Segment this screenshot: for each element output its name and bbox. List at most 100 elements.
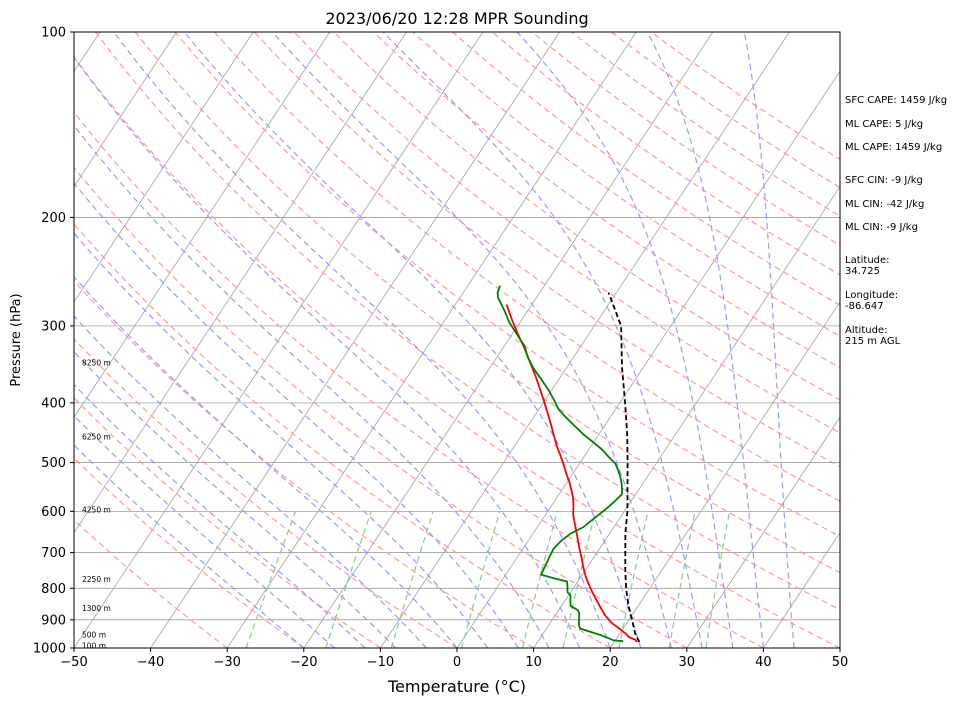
- y-tick-label: 100: [41, 26, 66, 41]
- temperature-profile-line: [505, 304, 638, 643]
- x-tick-label: −40: [137, 655, 164, 670]
- y-axis-label: Pressure (hPa): [9, 293, 24, 386]
- x-tick-label: 30: [679, 655, 696, 670]
- moist-adiabat-line: [183, 32, 642, 648]
- isotherm-line: [609, 301, 840, 648]
- dry-adiabat-line: [214, 32, 840, 502]
- sfc-cin-text: SFC CIN: -9 J/kg: [845, 175, 923, 186]
- isotherm-line: [74, 32, 254, 303]
- mixing-ratio-line: [390, 511, 434, 648]
- height-label: 1300 m: [82, 604, 111, 613]
- mixing-ratio-line: [618, 511, 649, 648]
- sfc-cape-text: SFC CAPE: 1459 J/kg: [845, 95, 948, 106]
- isotherm-line: [150, 32, 560, 648]
- height-label: 500 m: [82, 631, 106, 640]
- moist-adiabat-line: [74, 444, 305, 648]
- moist-adiabat-line: [646, 32, 764, 648]
- dry-adiabat-line: [253, 32, 840, 468]
- moist-adiabat-line: [113, 32, 611, 648]
- isotherm-line: [74, 32, 407, 534]
- parcel-path-line: [607, 292, 641, 643]
- y-axis-ticks: 100 200 300 400 500 600 700 800 900 1000: [33, 26, 74, 657]
- dry-adiabat-line: [74, 166, 688, 648]
- dry-adiabat-line: [293, 32, 840, 434]
- ml-cin-text: ML CIN: -42 J/kg: [845, 199, 925, 210]
- height-label: 100 m: [82, 642, 106, 651]
- y-tick-label: 500: [41, 456, 66, 471]
- dewpoint-profile-line: [496, 285, 624, 643]
- height-label: 6250 m: [82, 432, 111, 441]
- moist-adiabat-line: [382, 32, 703, 648]
- x-tick-label: −30: [213, 655, 240, 670]
- dry-adiabat-line: [74, 397, 381, 648]
- moist-adiabat-line: [271, 32, 673, 648]
- y-tick-label: 400: [41, 396, 66, 411]
- moist-adiabat-line: [74, 315, 427, 648]
- mixing-ratio-line: [521, 511, 558, 648]
- mixing-ratio-line: [705, 511, 731, 648]
- moist-adiabat-line: [74, 182, 519, 648]
- data-series: [496, 285, 641, 643]
- moist-adiabat-line: [74, 383, 366, 648]
- latitude-value: 34.725: [845, 266, 880, 277]
- x-tick-label: 0: [453, 655, 461, 670]
- dry-adiabat-line: [372, 32, 840, 369]
- mixing-ratio-line: [562, 511, 596, 648]
- altitude-label: Altitude:: [845, 325, 888, 336]
- x-axis-ticks: −50 −40 −30 −20 −10 0 10 20 30 40 50: [60, 648, 848, 670]
- y-tick-label: 600: [41, 505, 66, 520]
- chart-title: 2023/06/20 12:28 MPR Sounding: [325, 9, 588, 28]
- height-label: 2250 m: [82, 575, 111, 584]
- dry-adiabat-line: [74, 56, 840, 648]
- x-tick-label: 20: [602, 655, 619, 670]
- isotherm-line: [533, 185, 840, 648]
- x-tick-label: −10: [367, 655, 394, 670]
- x-tick-label: 40: [755, 655, 772, 670]
- x-tick-label: 50: [832, 655, 849, 670]
- background-lines: [74, 32, 840, 648]
- latitude-label: Latitude:: [845, 255, 890, 266]
- isotherm-line: [74, 32, 177, 188]
- isotherm-line: [303, 32, 714, 648]
- dry-adiabat-line: [74, 457, 305, 648]
- y-tick-label: 900: [41, 613, 66, 628]
- dry-adiabat-line: [412, 32, 840, 337]
- moist-adiabat-line: [74, 56, 581, 648]
- dry-adiabat-line: [452, 32, 840, 306]
- mixing-ratio-line: [325, 511, 372, 648]
- dry-adiabat-line: [74, 111, 764, 648]
- dry-adiabat-line: [74, 223, 611, 648]
- ml-cape-text-2: ML CAPE: 1459 J/kg: [845, 142, 943, 153]
- x-tick-label: 10: [525, 655, 542, 670]
- altitude-value: 215 m AGL: [845, 336, 901, 347]
- y-tick-label: 1000: [33, 642, 66, 657]
- y-tick-label: 300: [41, 319, 66, 334]
- dry-adiabat-line: [174, 32, 840, 538]
- sounding-info-panel: SFC CAPE: 1459 J/kg ML CAPE: 5 J/kg ML C…: [845, 0, 967, 705]
- moist-adiabat-line: [74, 414, 335, 648]
- ml-cape-text: ML CAPE: 5 J/kg: [845, 119, 924, 130]
- mixing-ratio-line: [668, 511, 696, 648]
- moist-adiabat-line: [516, 32, 734, 648]
- dry-adiabat-line: [95, 32, 840, 611]
- dry-adiabat-line: [74, 338, 458, 648]
- dry-adiabat-line: [134, 32, 840, 574]
- isotherm-line: [456, 70, 840, 648]
- mixing-ratio-line: [461, 511, 501, 648]
- moist-adiabat-line: [74, 350, 397, 648]
- isotherm-line: [74, 32, 484, 648]
- height-labels: 100 m 500 m 1300 m 2250 m 4250 m 6250 m 8250 m: [82, 358, 111, 650]
- x-tick-label: −20: [290, 655, 317, 670]
- moist-adiabat-line: [74, 124, 550, 648]
- x-axis-label: Temperature (°C): [387, 677, 526, 696]
- dry-adiabat-line: [74, 518, 228, 648]
- moist-adiabat-line: [74, 232, 489, 648]
- y-tick-label: 700: [41, 546, 66, 561]
- isotherm-line: [686, 416, 840, 648]
- ml-cin-text-2: ML CIN: -9 J/kg: [845, 222, 918, 233]
- height-label: 4250 m: [82, 505, 111, 514]
- isotherm-line: [74, 32, 331, 419]
- isotherm-line: [380, 32, 790, 648]
- y-tick-label: 200: [41, 211, 66, 226]
